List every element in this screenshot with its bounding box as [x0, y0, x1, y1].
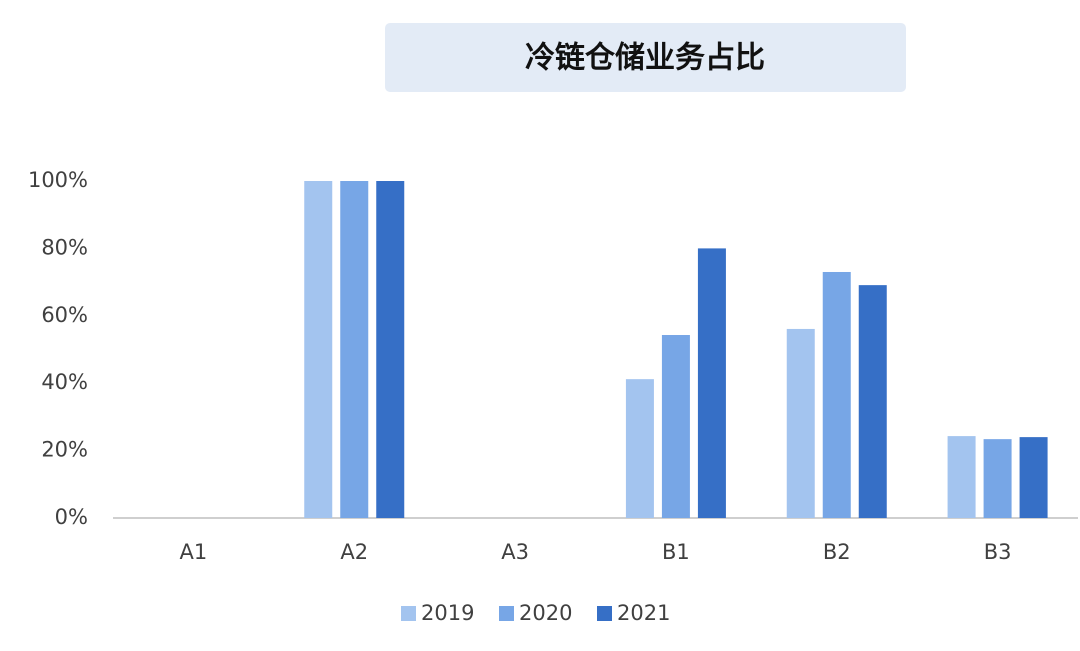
x-tick-label: B2 — [823, 540, 851, 564]
legend-swatch — [499, 606, 514, 621]
y-tick-label: 100% — [28, 168, 88, 192]
x-tick-label: A3 — [501, 540, 529, 564]
x-tick-label: B1 — [662, 540, 690, 564]
legend-swatch — [401, 606, 416, 621]
bar — [376, 181, 405, 518]
y-tick-label: 20% — [41, 438, 88, 462]
y-tick-label: 60% — [41, 303, 88, 327]
legend-label: 2019 — [421, 601, 474, 625]
y-tick-label: 80% — [41, 235, 88, 259]
x-tick-label: B3 — [984, 540, 1012, 564]
legend-label: 2020 — [519, 601, 572, 625]
bar — [625, 379, 654, 518]
bar — [947, 436, 976, 518]
bar — [304, 181, 333, 518]
bar — [858, 285, 887, 518]
x-tick-label: A2 — [340, 540, 368, 564]
chart-title: 冷链仓储业务占比 — [525, 41, 765, 76]
title-box — [385, 23, 906, 92]
y-tick-label: 0% — [55, 505, 88, 529]
legend-swatch — [597, 606, 612, 621]
x-tick-label: A1 — [180, 540, 208, 564]
bar — [340, 181, 369, 518]
bar — [697, 248, 726, 518]
bar — [661, 335, 690, 518]
bar — [786, 328, 815, 518]
y-tick-label: 40% — [41, 370, 88, 394]
bar — [822, 271, 851, 518]
bar — [1019, 437, 1048, 518]
legend-label: 2021 — [617, 601, 670, 625]
bar — [983, 439, 1012, 518]
